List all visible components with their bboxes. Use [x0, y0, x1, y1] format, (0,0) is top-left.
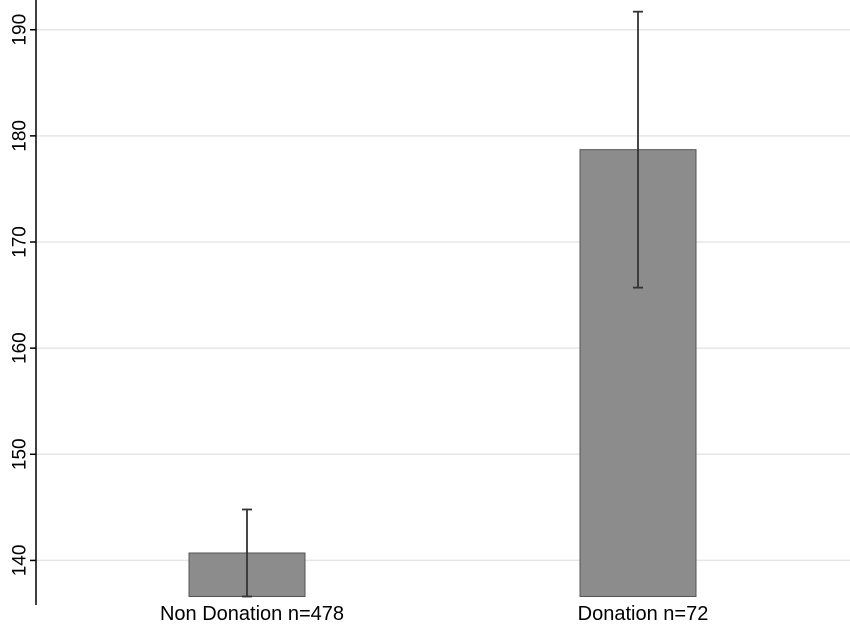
y-tick-label-160: 160 [10, 332, 31, 364]
tick-labels: 140 150 160 170 180 190 Non Donation n=478 Dona… [10, 14, 709, 625]
y-tick-label-190: 190 [10, 14, 31, 46]
gridlines [36, 28, 850, 562]
x-tick-label-1: Donation n=72 [578, 603, 709, 623]
bars [188, 149, 697, 598]
x-tick-label-0: Non Donation n=478 [160, 603, 344, 623]
error-bars [242, 10, 643, 598]
y-tick-label-150: 150 [10, 438, 31, 470]
axes [30, 0, 37, 605]
y-tick-label-170: 170 [10, 226, 31, 258]
y-tick-label-140: 140 [10, 545, 31, 577]
y-tick-label-180: 180 [10, 120, 31, 152]
